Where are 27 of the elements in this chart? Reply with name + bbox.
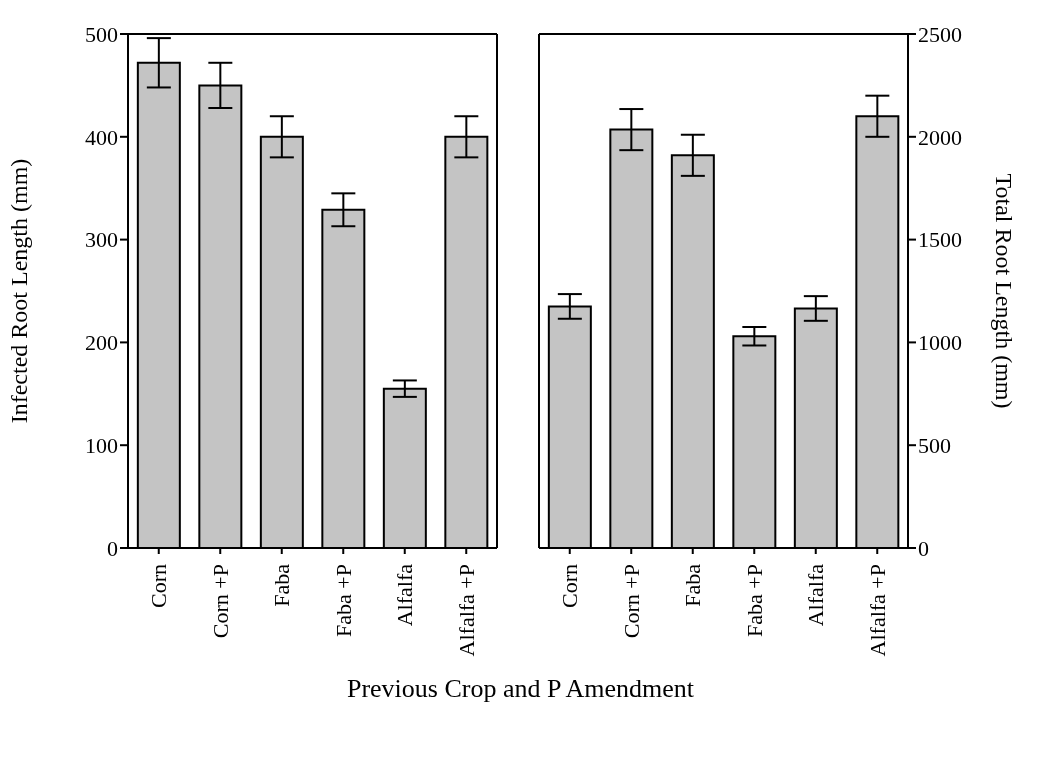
x-tick-label: Alfalfa [803,563,829,627]
x-axis-title: Previous Crop and P Amendment [345,674,696,704]
x-tick-label: Faba +P [741,564,767,637]
y2-tick-label: 0 [918,535,929,561]
x-tick-label: Corn +P [618,564,644,639]
y-tick-label: 0 [107,535,118,561]
y2-tick-label: 2500 [918,21,962,47]
x-tick-label: Corn +P [207,564,233,639]
y-tick-label: 300 [85,227,118,253]
y2-tick-label: 1000 [918,330,962,356]
x-tick-label: Alfalfa +P [864,564,890,657]
y2-tick-label: 1500 [918,227,962,253]
x-tick-label: Alfalfa [392,563,418,627]
y-tick-label: 500 [85,21,118,47]
x-tick-label: Corn [146,564,172,608]
y2-tick-label: 500 [918,433,951,459]
y-tick-label: 400 [85,124,118,150]
y2-tick-label: 2000 [918,124,962,150]
x-tick-label: Corn [557,564,583,608]
x-tick-label: Faba +P [330,564,356,637]
y-tick-label: 100 [85,433,118,459]
y2-axis-title: Total Root Length (mm) [991,173,1018,409]
x-tick-label: Faba [269,563,295,607]
x-tick-label: Faba [680,563,706,607]
y-axis-title: Infected Root Length (mm) [5,158,32,424]
x-tick-label: Alfalfa +P [453,564,479,657]
y-tick-label: 200 [85,330,118,356]
